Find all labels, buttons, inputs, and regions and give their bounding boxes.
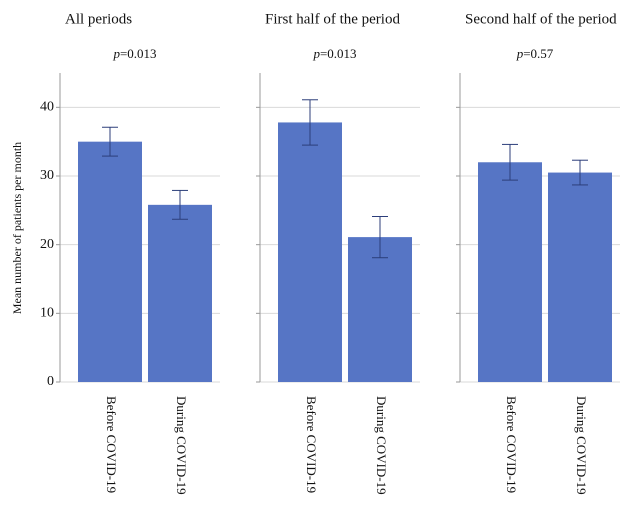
y-tick-label: 10 [40,306,54,321]
bar [148,204,212,382]
panel-title: All periods [65,11,132,27]
p-value: p=0.013 [112,46,156,61]
bar [78,141,142,382]
x-tick-label: During COVID-19 [174,396,189,495]
p-value: p=0.013 [312,46,356,61]
panel-title: First half of the period [265,11,400,27]
panel-title: Second half of the period [465,11,617,27]
x-tick-label: Before COVID-19 [104,396,119,493]
x-tick-label: Before COVID-19 [304,396,319,493]
bar [278,122,342,382]
y-tick-label: 20 [40,237,54,252]
x-tick-label: Before COVID-19 [504,396,519,493]
bar [548,172,612,382]
y-tick-label: 0 [47,374,54,389]
bar [478,162,542,382]
x-tick-label: During COVID-19 [574,396,589,495]
p-value: p=0.57 [516,46,554,61]
y-axis-label: Mean number of patients per month [10,142,24,314]
bar [348,237,412,382]
y-tick-label: 40 [40,100,54,115]
y-tick-label: 30 [40,168,54,183]
x-tick-label: During COVID-19 [374,396,389,495]
